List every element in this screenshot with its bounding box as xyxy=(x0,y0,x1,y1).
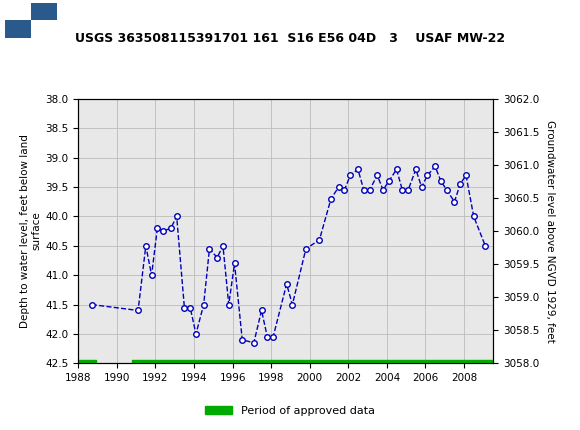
Bar xyxy=(31,3,57,20)
Text: USGS: USGS xyxy=(61,13,108,28)
Legend: Period of approved data: Period of approved data xyxy=(200,401,380,420)
Text: USGS 363508115391701 161  S16 E56 04D   3    USAF MW-22: USGS 363508115391701 161 S16 E56 04D 3 U… xyxy=(75,32,505,45)
Y-axis label: Depth to water level, feet below land
surface: Depth to water level, feet below land su… xyxy=(20,134,41,328)
Y-axis label: Groundwater level above NGVD 1929, feet: Groundwater level above NGVD 1929, feet xyxy=(545,120,554,343)
FancyBboxPatch shape xyxy=(5,3,57,37)
Bar xyxy=(5,20,31,37)
